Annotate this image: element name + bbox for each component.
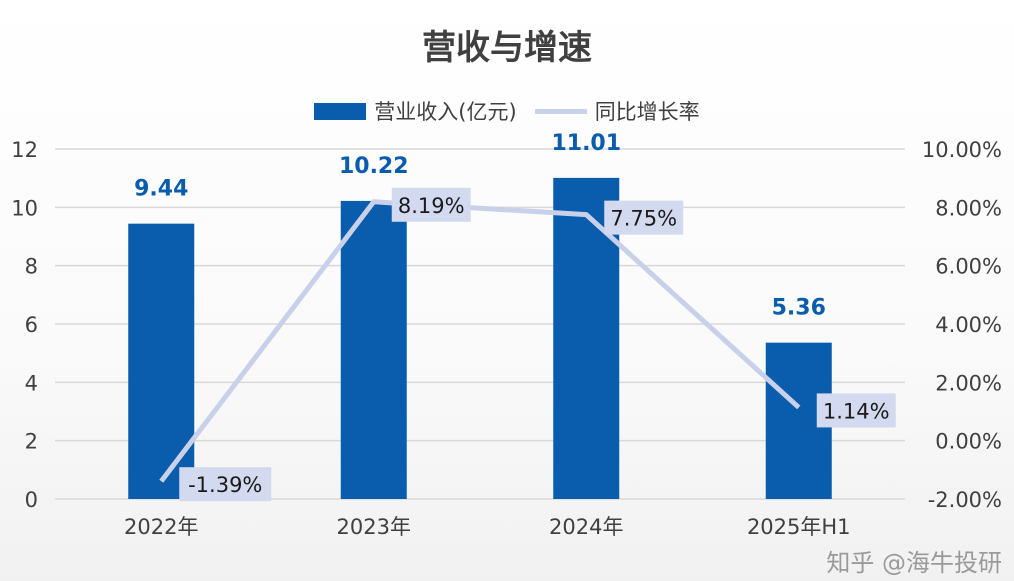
- left-tick-label: 12: [11, 138, 38, 162]
- bar-data-label: 11.01: [551, 131, 621, 156]
- line-label-box: [391, 187, 471, 222]
- left-tick-label: 8: [25, 255, 38, 279]
- bar-data-label: 5.36: [772, 296, 826, 321]
- left-tick-label: 2: [25, 430, 38, 454]
- right-tick-label: 2.00%: [935, 371, 1002, 395]
- line-data-label: 1.14%: [823, 399, 890, 423]
- legend-label: 同比增长率: [594, 100, 700, 124]
- legend-item-revenue: 营业收入(亿元): [314, 96, 517, 126]
- x-tick-label: 2025年H1: [747, 515, 851, 539]
- watermark: 知乎 @海牛投研: [826, 549, 1002, 577]
- line-label-box: [604, 200, 684, 235]
- legend-swatch-line: [534, 108, 587, 114]
- growth-line: [159, 199, 801, 483]
- x-tick-label: 2023年: [337, 515, 411, 539]
- legend-label: 营业收入(亿元): [374, 100, 517, 124]
- legend-item-growth: 同比增长率: [534, 96, 700, 126]
- bar-2022年: [128, 223, 195, 499]
- legend-swatch-bar: [314, 102, 367, 120]
- line-data-label: -1.39%: [188, 473, 262, 497]
- right-tick-label: 6.00%: [935, 255, 1002, 279]
- left-tick-label: 4: [25, 371, 38, 395]
- right-tick-label: 0.00%: [935, 430, 1002, 454]
- right-tick-label: 4.00%: [935, 313, 1002, 337]
- chart-title: 营收与增速: [422, 28, 592, 68]
- right-tick-label: 8.00%: [935, 196, 1002, 220]
- bar-data-label: 10.22: [339, 154, 409, 179]
- line-label-box: [179, 467, 272, 502]
- left-tick-label: 0: [25, 488, 38, 512]
- right-tick-label: 10.00%: [922, 138, 1002, 162]
- legend: 营业收入(亿元) 同比增长率: [0, 96, 1014, 126]
- line-data-label: 7.75%: [610, 207, 677, 231]
- x-tick-label: 2024年: [549, 515, 623, 539]
- line-label-box: [816, 393, 896, 428]
- left-tick-label: 10: [11, 196, 38, 220]
- right-tick-label: -2.00%: [928, 488, 1002, 512]
- bar-2023年: [340, 200, 407, 499]
- line-data-label: 8.19%: [398, 194, 465, 218]
- left-tick-label: 6: [25, 313, 38, 337]
- bar-data-label: 9.44: [134, 177, 188, 202]
- x-tick-label: 2022年: [124, 515, 198, 539]
